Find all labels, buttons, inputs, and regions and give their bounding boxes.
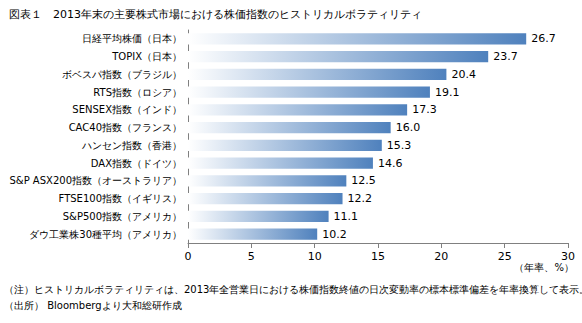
svg-text:S&P500指数（アメリカ）: S&P500指数（アメリカ） [63, 211, 182, 222]
svg-text:15.3: 15.3 [387, 139, 412, 152]
svg-text:（出所） Bloombergより大和総研作成: （出所） Bloombergより大和総研作成 [4, 300, 182, 311]
svg-text:FTSE100指数（イギリス）: FTSE100指数（イギリス） [59, 193, 182, 204]
svg-text:5: 5 [248, 250, 255, 263]
svg-text:16.0: 16.0 [396, 121, 421, 134]
svg-text:17.3: 17.3 [412, 103, 437, 116]
svg-text:11.1: 11.1 [334, 210, 359, 223]
svg-text:RTS指数（ロシア）: RTS指数（ロシア） [93, 87, 182, 98]
svg-text:15: 15 [371, 250, 385, 263]
svg-text:SENSEX指数（インド）: SENSEX指数（インド） [72, 104, 182, 115]
svg-text:26.7: 26.7 [531, 32, 556, 45]
svg-text:図表１ 2013年末の主要株式市場における株価指数のヒストリ: 図表１ 2013年末の主要株式市場における株価指数のヒストリカルボラティリティ [9, 8, 422, 21]
svg-text:ハンセン指数（香港）: ハンセン指数（香港） [81, 140, 182, 151]
svg-text:（注）ヒストリカルボラティリティは、2013年全営業日におけ: （注）ヒストリカルボラティリティは、2013年全営業日における株価指数終値の日次… [4, 284, 582, 295]
svg-text:ダウ工業株30種平均（アメリカ）: ダウ工業株30種平均（アメリカ） [29, 229, 182, 240]
svg-text:S&P ASX200指数（オーストラリア）: S&P ASX200指数（オーストラリア） [10, 175, 182, 186]
svg-text:10.2: 10.2 [322, 228, 347, 241]
svg-text:10: 10 [308, 250, 322, 263]
svg-text:14.6: 14.6 [378, 157, 403, 170]
svg-text:（年率、%）: （年率、%） [514, 262, 574, 273]
svg-text:23.7: 23.7 [493, 50, 518, 63]
svg-text:TOPIX（日本）: TOPIX（日本） [111, 51, 182, 62]
svg-text:日経平均株価（日本）: 日経平均株価（日本） [82, 33, 182, 44]
svg-text:12.5: 12.5 [351, 174, 376, 187]
svg-text:12.2: 12.2 [348, 192, 373, 205]
svg-text:CAC40指数（フランス）: CAC40指数（フランス） [69, 122, 182, 133]
svg-text:20: 20 [434, 250, 448, 263]
svg-text:ボベスパ指数（ブラジル）: ボベスパ指数（ブラジル） [62, 69, 182, 80]
svg-text:20.4: 20.4 [451, 68, 476, 81]
svg-text:19.1: 19.1 [435, 86, 460, 99]
svg-text:0: 0 [185, 250, 192, 263]
svg-text:DAX指数（ドイツ）: DAX指数（ドイツ） [91, 158, 182, 169]
svg-text:25: 25 [498, 250, 512, 263]
svg-text:30: 30 [561, 250, 575, 263]
